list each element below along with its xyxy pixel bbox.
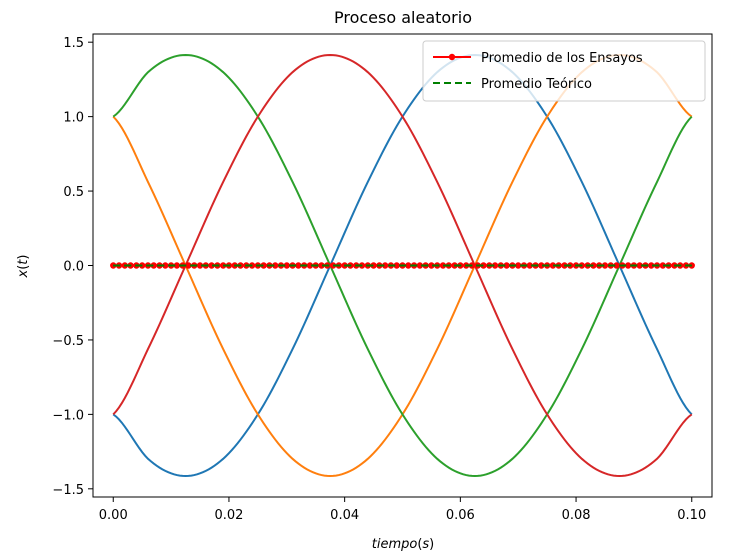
- svg-text:tiempo(s): tiempo(s): [372, 537, 435, 552]
- y-tick-label: −1.5: [52, 483, 84, 498]
- x-tick-label: 0.04: [330, 508, 359, 523]
- series-point: [306, 262, 314, 269]
- legend: Promedio de los Ensayos Promedio Teórico: [422, 40, 706, 102]
- series-point: [549, 262, 557, 269]
- y-tick-label: −0.5: [52, 334, 84, 349]
- x-tick-label: 0.00: [99, 508, 128, 523]
- series-point: [370, 262, 377, 269]
- series-point: [439, 262, 447, 269]
- legend-box: [422, 40, 706, 102]
- series-point: [283, 262, 290, 269]
- series-point: [185, 262, 192, 269]
- svg-text:x(t): x(t): [16, 255, 31, 279]
- series-point: [162, 262, 169, 269]
- series-point: [636, 262, 643, 269]
- x-tick-label: 0.10: [677, 508, 706, 523]
- series-point: [526, 262, 533, 269]
- x-axis-label: tiempo(s): [372, 537, 435, 552]
- series-point: [515, 262, 522, 269]
- x-tick-label: 0.08: [562, 508, 591, 523]
- series-point: [613, 262, 620, 269]
- series-point: [272, 262, 279, 269]
- series-point: [659, 262, 667, 269]
- legend-entry-label: Promedio Teórico: [481, 77, 592, 92]
- series-point: [590, 262, 597, 269]
- y-axis-label-name: x: [16, 269, 31, 278]
- series-point: [150, 262, 157, 269]
- series-point: [196, 262, 204, 269]
- series-point: [405, 262, 412, 269]
- y-axis-label: x(t): [16, 255, 31, 279]
- series-point: [624, 262, 632, 269]
- series-point: [538, 262, 545, 269]
- series-point: [318, 262, 325, 269]
- series-point: [393, 262, 400, 269]
- plot-area: [110, 53, 695, 478]
- series-line-4: [112, 53, 693, 478]
- legend-marker: [448, 53, 456, 61]
- series-point: [208, 262, 215, 269]
- series-point: [648, 262, 655, 269]
- y-tick-label: 1.5: [63, 36, 84, 51]
- y-tick-label: 1.0: [63, 111, 84, 126]
- series-point: [428, 262, 435, 269]
- x-tick-label: 0.06: [446, 508, 475, 523]
- series-point: [503, 262, 510, 269]
- series-point: [260, 262, 267, 269]
- series-point: [480, 262, 487, 269]
- series-point: [329, 262, 337, 269]
- legend-entry-label: Promedio de los Ensayos: [481, 51, 643, 66]
- series-point: [416, 262, 424, 269]
- series-point: [601, 262, 609, 269]
- x-tick-label: 0.02: [214, 508, 243, 523]
- series-point: [173, 262, 181, 269]
- axes: 0.00 0.02 0.04 0.06 0.08 0.10 −1.5 −1.0 −0.5 0.0 0…: [52, 33, 713, 523]
- y-tick-label: −1.0: [52, 408, 84, 423]
- y-tick-label: 0.5: [63, 185, 84, 200]
- series-point: [491, 262, 499, 269]
- series-point: [381, 262, 389, 269]
- chart-title: Proceso aleatorio: [334, 8, 472, 27]
- series-point: [295, 262, 302, 269]
- y-tick-label: 0.0: [63, 260, 84, 275]
- series-line-3: [112, 53, 693, 478]
- series-point: [219, 262, 227, 269]
